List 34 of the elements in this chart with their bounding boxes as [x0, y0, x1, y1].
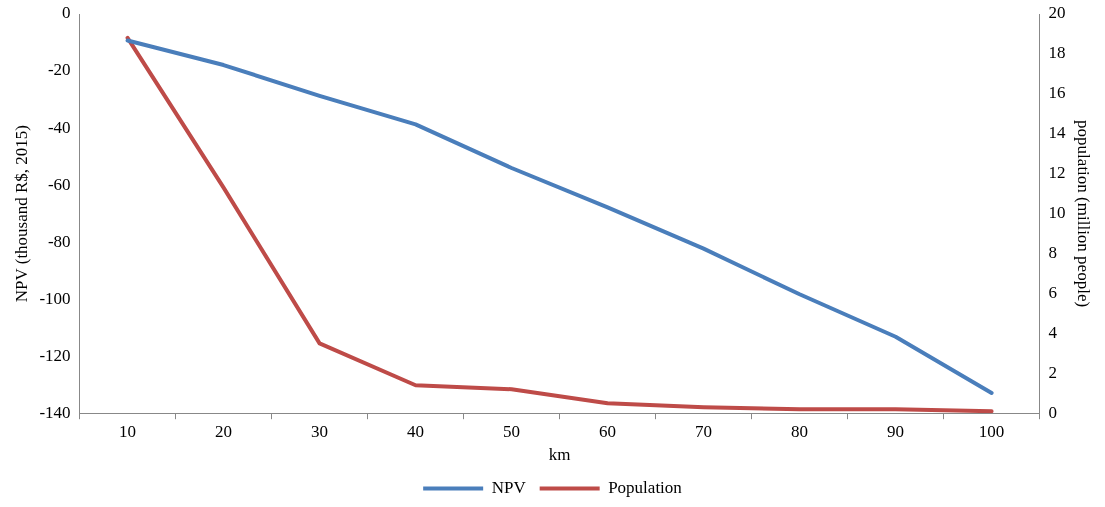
- y-tick-label: -60: [47, 174, 71, 194]
- y2-tick-label: 8: [1048, 242, 1058, 262]
- x-tick-label: 30: [311, 421, 329, 441]
- x-tick-label: 40: [407, 421, 425, 441]
- y-tick-label: 0: [62, 3, 71, 23]
- y-tick-label: -100: [39, 288, 71, 308]
- x-tick-label: 90: [887, 421, 905, 441]
- y2-tick-label: 12: [1048, 163, 1066, 183]
- x-tick-label: 70: [695, 421, 713, 441]
- y-tick-label: -40: [47, 117, 71, 137]
- y-axis-title: NPV (thousand R$, 2015): [11, 124, 31, 303]
- x-tick-label: 20: [215, 421, 233, 441]
- x-tick-label: 100: [978, 421, 1005, 441]
- y2-tick-label: 20: [1048, 3, 1066, 23]
- x-axis-title: km: [548, 445, 571, 465]
- y2-tick-label: 6: [1048, 282, 1058, 302]
- y-tick-label: -80: [47, 231, 71, 251]
- y-tick-label: -120: [39, 345, 71, 365]
- x-tick-label: 10: [119, 421, 137, 441]
- legend-label: NPV: [491, 477, 527, 497]
- y2-axis-title: population (million people): [1074, 120, 1094, 308]
- y2-tick-label: 0: [1048, 402, 1058, 422]
- y2-tick-label: 2: [1048, 362, 1058, 382]
- y2-tick-label: 16: [1048, 83, 1066, 103]
- y2-tick-label: 14: [1048, 123, 1067, 143]
- y-tick-label: -20: [47, 60, 71, 80]
- legend-label: Population: [608, 477, 683, 497]
- x-tick-label: 60: [599, 421, 617, 441]
- y2-tick-label: 18: [1048, 43, 1066, 63]
- y2-tick-label: 10: [1048, 203, 1066, 223]
- x-tick-label: 80: [791, 421, 809, 441]
- y2-tick-label: 4: [1048, 322, 1058, 342]
- y-tick-label: -140: [39, 402, 71, 422]
- x-tick-label: 50: [503, 421, 521, 441]
